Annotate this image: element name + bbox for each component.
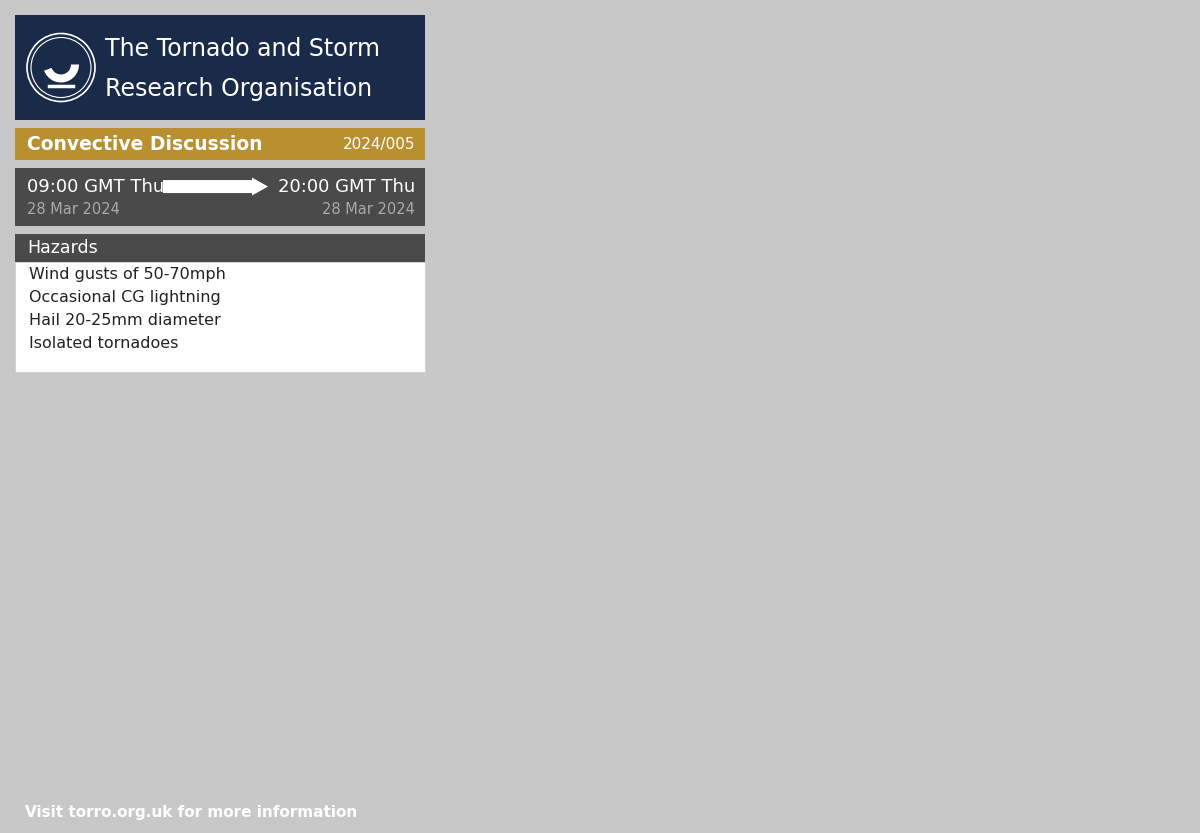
Text: 28 Mar 2024: 28 Mar 2024 — [322, 202, 415, 217]
Circle shape — [28, 33, 95, 102]
Text: Research Organisation: Research Organisation — [106, 77, 372, 101]
Text: 20:00 GMT Thu: 20:00 GMT Thu — [277, 177, 415, 196]
Bar — [14, 168, 425, 226]
Bar — [14, 15, 425, 120]
Text: Convective Discussion: Convective Discussion — [28, 134, 263, 153]
Text: 2024/005: 2024/005 — [342, 137, 415, 152]
Text: 09:00 GMT Thu: 09:00 GMT Thu — [28, 177, 164, 196]
Wedge shape — [44, 64, 79, 82]
Text: Hail 20-25mm diameter: Hail 20-25mm diameter — [29, 312, 221, 327]
Circle shape — [31, 37, 91, 97]
Text: Hazards: Hazards — [28, 239, 97, 257]
Text: 28 Mar 2024: 28 Mar 2024 — [28, 202, 120, 217]
Text: Isolated tornadoes: Isolated tornadoes — [29, 336, 179, 351]
Text: Occasional CG lightning: Occasional CG lightning — [29, 290, 221, 305]
Text: Visit torro.org.uk for more information: Visit torro.org.uk for more information — [25, 806, 358, 821]
Bar — [14, 128, 425, 160]
Text: The Tornado and Storm: The Tornado and Storm — [106, 37, 380, 61]
Text: Wind gusts of 50-70mph: Wind gusts of 50-70mph — [29, 267, 226, 282]
Bar — [14, 234, 425, 262]
FancyArrow shape — [163, 177, 268, 196]
Bar — [14, 262, 425, 372]
